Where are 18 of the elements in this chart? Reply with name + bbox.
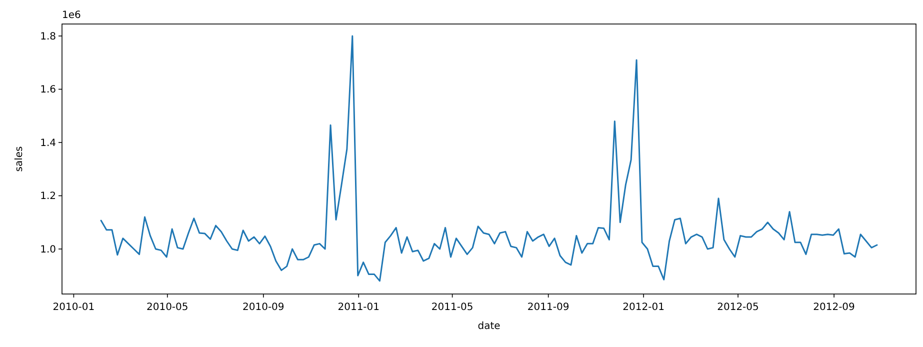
y-axis-title: sales	[14, 146, 25, 172]
y-tick-label: 1.0	[40, 244, 56, 256]
x-tick-label: 2010-01	[52, 302, 95, 313]
x-tick-label: 2012-01	[622, 302, 664, 313]
x-tick-label: 2011-05	[431, 302, 474, 313]
y-tick-label: 1.2	[40, 191, 56, 202]
line-series	[100, 35, 878, 282]
x-axis-title: date	[478, 321, 500, 332]
x-tick-label: 2011-01	[338, 302, 380, 313]
x-tick-label: 2010-05	[146, 302, 188, 313]
y-tick-label: 1.8	[40, 31, 56, 42]
x-tick-label: 2012-09	[813, 302, 855, 313]
y-tick-label: 1.6	[40, 84, 56, 96]
y-tick-label: 1.4	[40, 138, 56, 149]
x-tick-label: 2010-09	[242, 302, 284, 313]
x-tick-label: 2012-05	[717, 302, 759, 313]
text: 1e6	[62, 10, 81, 21]
x-tick-label: 2011-09	[527, 302, 570, 313]
